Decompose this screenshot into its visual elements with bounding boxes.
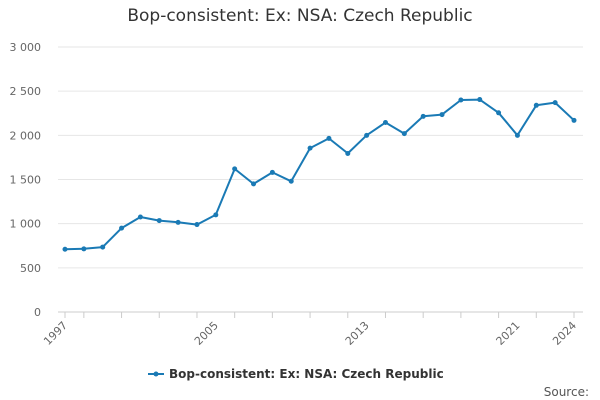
x-tick-label: 2024 [550, 319, 579, 348]
data-point[interactable] [137, 214, 143, 220]
data-point[interactable] [62, 246, 68, 252]
data-point[interactable] [194, 222, 200, 228]
x-tick-label: 2021 [494, 319, 523, 348]
data-point[interactable] [420, 113, 426, 119]
data-point[interactable] [382, 120, 388, 126]
legend-point-marker [153, 371, 159, 377]
data-point[interactable] [345, 150, 351, 156]
series-line[interactable] [64, 98, 575, 251]
y-tick-label: 500 [20, 262, 41, 275]
y-tick-label: 0 [34, 306, 41, 319]
legend[interactable]: Bop-consistent: Ex: NSA: Czech Republic [148, 367, 444, 381]
data-point[interactable] [458, 97, 464, 103]
data-point[interactable] [439, 112, 445, 118]
data-point[interactable] [326, 135, 332, 141]
data-point[interactable] [571, 117, 577, 123]
data-point[interactable] [175, 219, 181, 225]
data-point[interactable] [288, 178, 294, 184]
grid-lines [58, 46, 583, 269]
data-point[interactable] [307, 145, 313, 151]
data-point[interactable] [213, 212, 219, 218]
data-point[interactable] [100, 244, 106, 250]
data-point[interactable] [514, 132, 520, 138]
y-tick-label: 1 000 [10, 218, 42, 231]
x-tick-label: 1997 [41, 319, 70, 348]
data-point[interactable] [269, 169, 275, 175]
series-layer [62, 97, 577, 252]
data-point[interactable] [232, 166, 238, 172]
y-tick-label: 2 000 [10, 129, 42, 142]
source-credits[interactable]: Source: [544, 385, 589, 399]
x-tick-label: 2005 [192, 319, 221, 348]
data-point[interactable] [477, 97, 483, 103]
data-point[interactable] [496, 110, 502, 116]
data-point[interactable] [119, 225, 125, 231]
data-point[interactable] [533, 102, 539, 108]
data-point[interactable] [401, 131, 407, 137]
x-tick-label: 2013 [343, 319, 372, 348]
chart-title: Bop-consistent: Ex: NSA: Czech Republic [127, 6, 473, 26]
data-point[interactable] [156, 218, 162, 224]
data-point[interactable] [552, 100, 558, 106]
data-point[interactable] [364, 132, 370, 138]
x-axis-tick-labels: 1997 2005 2013 2021 2024 [41, 319, 579, 348]
y-tick-label: 2 500 [10, 85, 42, 98]
data-point[interactable] [81, 246, 87, 252]
y-tick-label: 3 000 [10, 41, 42, 54]
data-point[interactable] [251, 181, 257, 187]
y-axis-tick-labels: 0 500 1 000 1 500 2 000 2 500 3 000 [10, 41, 42, 319]
y-tick-label: 1 500 [10, 174, 42, 187]
legend-label: Bop-consistent: Ex: NSA: Czech Republic [169, 367, 444, 381]
x-axis [58, 311, 583, 318]
